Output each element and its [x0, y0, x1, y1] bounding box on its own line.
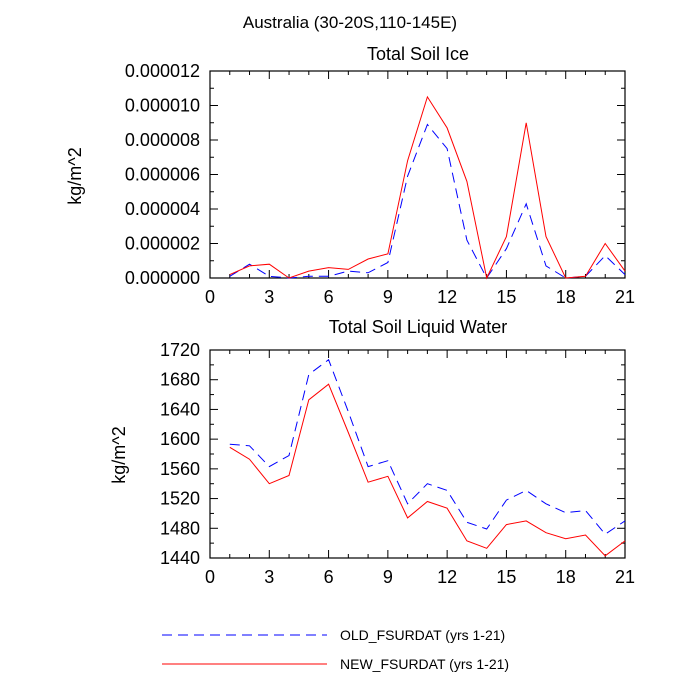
panel-soil-ice: Total Soil Ice kg/m^2 0 3 6 9 12 15 18 21 0.0000…: [65, 44, 635, 307]
y-axis-label-soil-liquid-water: kg/m^2: [109, 426, 129, 483]
x-tick-label: 9: [383, 287, 393, 307]
x-tick-label: 6: [324, 567, 334, 587]
x-tick-label: 9: [383, 567, 393, 587]
x-tick-label: 3: [264, 287, 274, 307]
y-tick-label: 0.000010: [125, 96, 200, 116]
panel-title-soil-liquid-water: Total Soil Liquid Water: [329, 317, 507, 337]
x-tick-label: 6: [324, 287, 334, 307]
x-tick-label: 12: [437, 567, 457, 587]
panel-title-soil-ice: Total Soil Ice: [367, 44, 469, 64]
x-tick-label: 15: [496, 287, 516, 307]
x-tick-label: 0: [205, 287, 215, 307]
figure-title: Australia (30-20S,110-145E): [243, 13, 457, 32]
series-line-old-fsurdat: [229, 358, 626, 535]
legend: OLD_FSURDAT (yrs 1-21) NEW_FSURDAT (yrs …: [162, 627, 509, 672]
y-tick-label: 0.000012: [125, 61, 200, 81]
y-tick-label: 1640: [160, 399, 200, 419]
x-tick-label: 0: [205, 567, 215, 587]
y-tick-label: 1720: [160, 340, 200, 360]
x-tick-label: 21: [615, 287, 635, 307]
plot-frame: [209, 70, 626, 279]
y-tick-label: 0.000000: [125, 268, 200, 288]
x-tick-label: 15: [496, 567, 516, 587]
x-tick-label: 21: [615, 567, 635, 587]
panel-soil-liquid-water: Total Soil Liquid Water kg/m^2 0 3 6 9 12 15 1…: [109, 317, 635, 587]
y-tick-label: 1480: [160, 518, 200, 538]
x-tick-label: 18: [556, 567, 576, 587]
series-line-old-fsurdat: [229, 123, 626, 279]
series-line-new-fsurdat: [229, 95, 626, 280]
x-tick-label: 3: [264, 567, 274, 587]
y-axis-label-soil-ice: kg/m^2: [65, 147, 85, 204]
y-tick-label: 0.000006: [125, 165, 200, 185]
x-tick-label: 12: [437, 287, 457, 307]
y-tick-label: 1680: [160, 370, 200, 390]
legend-label-old-fsurdat: OLD_FSURDAT (yrs 1-21): [340, 627, 505, 643]
y-tick-label: 0.000008: [125, 130, 200, 150]
y-tick-label: 1440: [160, 548, 200, 568]
y-tick-label: 1600: [160, 429, 200, 449]
y-tick-label: 1560: [160, 459, 200, 479]
plot-frame: [209, 349, 626, 559]
y-tick-label: 1520: [160, 489, 200, 509]
y-tick-label: 0.000004: [125, 199, 200, 219]
y-tick-label: 0.000002: [125, 234, 200, 254]
legend-label-new-fsurdat: NEW_FSURDAT (yrs 1-21): [340, 656, 509, 672]
series-line-new-fsurdat: [229, 383, 626, 557]
x-tick-label: 18: [556, 287, 576, 307]
